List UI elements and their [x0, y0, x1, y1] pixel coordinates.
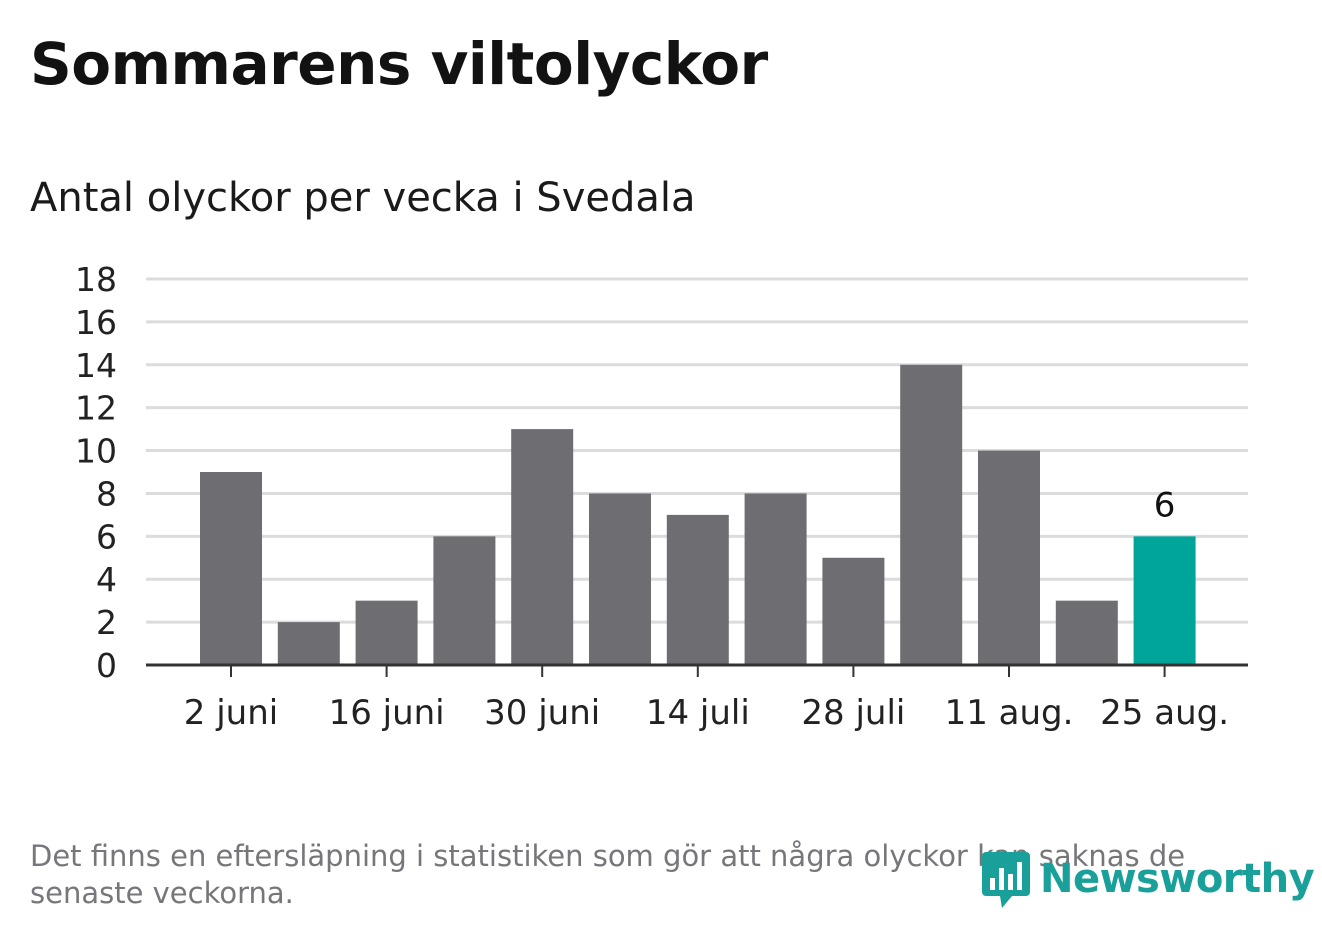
- y-tick-label: 10: [75, 432, 117, 471]
- y-tick-label: 18: [75, 260, 117, 299]
- bar: [589, 493, 651, 665]
- bar: [511, 429, 574, 665]
- x-tick-label: 25 aug.: [1100, 693, 1229, 733]
- y-tick-label: 8: [96, 474, 117, 513]
- bar: [200, 472, 262, 665]
- bar: [666, 514, 729, 665]
- y-tick-label: 4: [96, 560, 117, 599]
- x-tick-label: 28 juli: [801, 693, 905, 733]
- x-tick-label: 14 juli: [646, 693, 750, 733]
- y-tick-label: 0: [96, 646, 117, 685]
- chart-title: Sommarens viltolyckor: [30, 30, 768, 98]
- y-tick-label: 2: [96, 603, 117, 642]
- bar: [1055, 600, 1118, 665]
- bar: [277, 622, 340, 665]
- chart-subtitle: Antal olyckor per vecka i Svedala: [30, 175, 696, 221]
- newsworthy-chart-bubble-icon: [982, 852, 1030, 908]
- x-tick-label: 11 aug.: [945, 693, 1074, 733]
- y-axis-ticks: 0 2 4 6 810 12 14 16 18: [75, 260, 117, 685]
- x-tick-label: 16 juni: [329, 693, 445, 733]
- x-tick-label: 30 juni: [484, 693, 600, 733]
- data-labels: 6: [1154, 485, 1176, 525]
- bar: [355, 600, 418, 665]
- y-tick-label: 12: [75, 389, 117, 428]
- bar: [433, 536, 496, 665]
- bar: [744, 493, 807, 665]
- logo-text: Newsworthy: [1040, 856, 1315, 902]
- data-label: 6: [1154, 485, 1176, 525]
- bar-chart: 0 2 4 6 810 12 14 16 18 2 juni 16 juni 30 juni 14 j…: [75, 260, 1248, 733]
- x-tick-label: 2 juni: [184, 693, 278, 733]
- bar: [900, 364, 963, 665]
- newsworthy-logo: Newsworthy: [980, 848, 1315, 910]
- bar: [978, 450, 1040, 665]
- bar: [1133, 536, 1196, 665]
- y-tick-label: 14: [75, 346, 117, 385]
- y-tick-label: 6: [96, 517, 117, 556]
- bar: [822, 557, 885, 665]
- x-axis-ticks: 2 juni 16 juni 30 juni 14 juli 28 juli 11 aug…: [184, 665, 1229, 733]
- y-tick-label: 16: [75, 303, 117, 342]
- bars: [200, 364, 1196, 665]
